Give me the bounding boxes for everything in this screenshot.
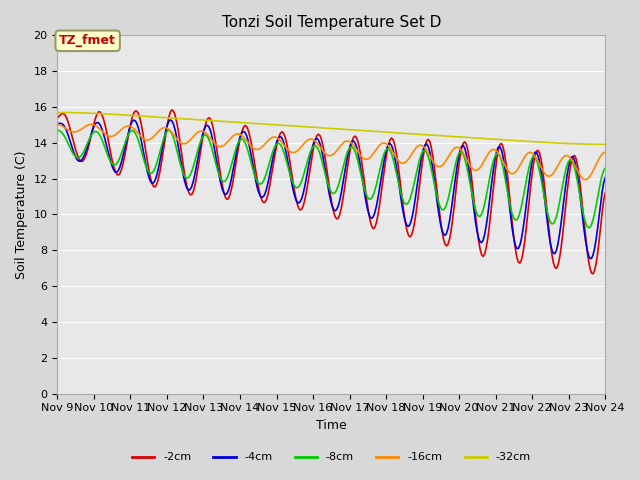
- Y-axis label: Soil Temperature (C): Soil Temperature (C): [15, 150, 28, 279]
- -8cm: [571, 166, 579, 171]
- -4cm: [54, 120, 61, 126]
- -2cm: [121, 154, 129, 159]
- -2cm: [589, 271, 597, 277]
- -8cm: [121, 142, 129, 147]
- -16cm: [571, 162, 579, 168]
- -8cm: [235, 138, 243, 144]
- -16cm: [235, 131, 243, 137]
- -4cm: [572, 165, 580, 171]
- Legend: -2cm, -4cm, -8cm, -16cm, -32cm: -2cm, -4cm, -8cm, -16cm, -32cm: [127, 448, 535, 467]
- -32cm: [571, 141, 579, 146]
- -8cm: [584, 225, 592, 231]
- -16cm: [54, 121, 61, 127]
- -2cm: [572, 156, 580, 162]
- Line: -8cm: -8cm: [58, 130, 605, 228]
- -8cm: [602, 165, 609, 171]
- Line: -16cm: -16cm: [58, 124, 605, 180]
- -16cm: [602, 149, 609, 155]
- Line: -2cm: -2cm: [58, 110, 605, 274]
- Title: Tonzi Soil Temperature Set D: Tonzi Soil Temperature Set D: [221, 15, 441, 30]
- -2cm: [602, 190, 609, 196]
- -32cm: [121, 112, 129, 118]
- -2cm: [54, 115, 61, 120]
- -8cm: [293, 185, 301, 191]
- -4cm: [218, 186, 226, 192]
- -32cm: [235, 120, 243, 125]
- -4cm: [166, 117, 174, 123]
- -32cm: [293, 123, 301, 129]
- -8cm: [54, 127, 61, 133]
- -16cm: [293, 148, 301, 154]
- -2cm: [218, 182, 226, 188]
- -8cm: [217, 176, 225, 181]
- -2cm: [168, 107, 176, 113]
- -16cm: [121, 124, 129, 130]
- -2cm: [294, 205, 302, 211]
- -4cm: [602, 175, 609, 180]
- -4cm: [121, 146, 129, 152]
- -8cm: [244, 149, 252, 155]
- Line: -32cm: -32cm: [58, 112, 605, 144]
- Line: -4cm: -4cm: [58, 120, 605, 259]
- -32cm: [217, 119, 225, 124]
- X-axis label: Time: Time: [316, 419, 347, 432]
- -16cm: [582, 177, 589, 182]
- -2cm: [246, 132, 253, 138]
- -4cm: [586, 256, 594, 262]
- -32cm: [602, 142, 609, 147]
- -2cm: [237, 134, 244, 140]
- -32cm: [54, 109, 61, 115]
- -4cm: [237, 132, 244, 138]
- Text: TZ_fmet: TZ_fmet: [60, 34, 116, 48]
- -32cm: [244, 120, 252, 126]
- -16cm: [217, 144, 225, 149]
- -4cm: [294, 200, 302, 206]
- -16cm: [244, 140, 252, 145]
- -4cm: [246, 144, 253, 150]
